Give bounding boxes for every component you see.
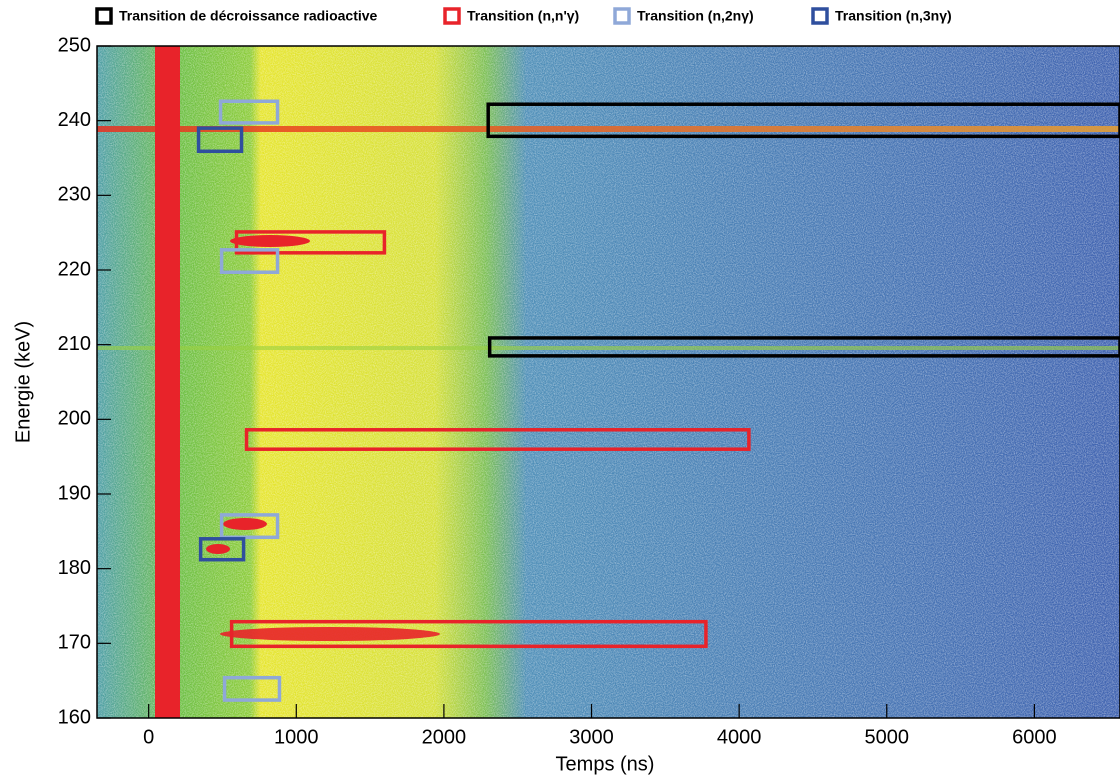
y-tick-label: 220 [58, 258, 91, 280]
y-tick-label: 240 [58, 109, 91, 131]
legend-swatch [811, 7, 829, 25]
annotation-box [196, 126, 244, 154]
x-tick-label: 1000 [274, 726, 319, 748]
y-tick-label: 170 [58, 632, 91, 654]
legend: Transition de décroissance radioactive Tr… [95, 7, 952, 25]
annotation-box [229, 619, 708, 649]
legend-text: Transition (n,n'γ) [467, 8, 579, 24]
heatmap-background [97, 46, 1120, 718]
annotation-box [234, 230, 387, 255]
legend-swatch [613, 7, 631, 25]
x-tick-label: 0 [143, 726, 154, 748]
y-tick-label: 200 [58, 408, 91, 430]
y-tick-label: 190 [58, 482, 91, 504]
annotation-boxes [196, 99, 1120, 702]
y-tick-label: 230 [58, 184, 91, 206]
x-tick-label: 2000 [422, 726, 467, 748]
annotation-box [218, 99, 280, 125]
legend-text: Transition de décroissance radioactive [119, 8, 378, 24]
x-axis-label: Temps (ns) [556, 753, 655, 775]
legend-swatch [95, 7, 113, 25]
annotation-box [244, 428, 751, 451]
x-tick-label: 3000 [569, 726, 614, 748]
y-tick-label: 250 [58, 34, 91, 56]
legend-text: Transition (n,3nγ) [835, 8, 952, 24]
x-tick-label: 5000 [865, 726, 910, 748]
annotation-box [486, 102, 1120, 139]
annotation-box [219, 513, 280, 540]
annotation-box [222, 675, 282, 702]
y-tick-label: 160 [58, 706, 91, 728]
y-axis-label: Energie (keV) [12, 321, 34, 443]
legend-text: Transition (n,2nγ) [637, 8, 754, 24]
plot-frame [96, 45, 1120, 719]
y-tick-label: 210 [58, 333, 91, 355]
x-tick-label: 6000 [1012, 726, 1057, 748]
legend-swatch [443, 7, 461, 25]
y-tick-label: 180 [58, 557, 91, 579]
x-tick-label: 4000 [717, 726, 762, 748]
annotation-box [219, 248, 280, 274]
annotation-box [198, 537, 246, 562]
